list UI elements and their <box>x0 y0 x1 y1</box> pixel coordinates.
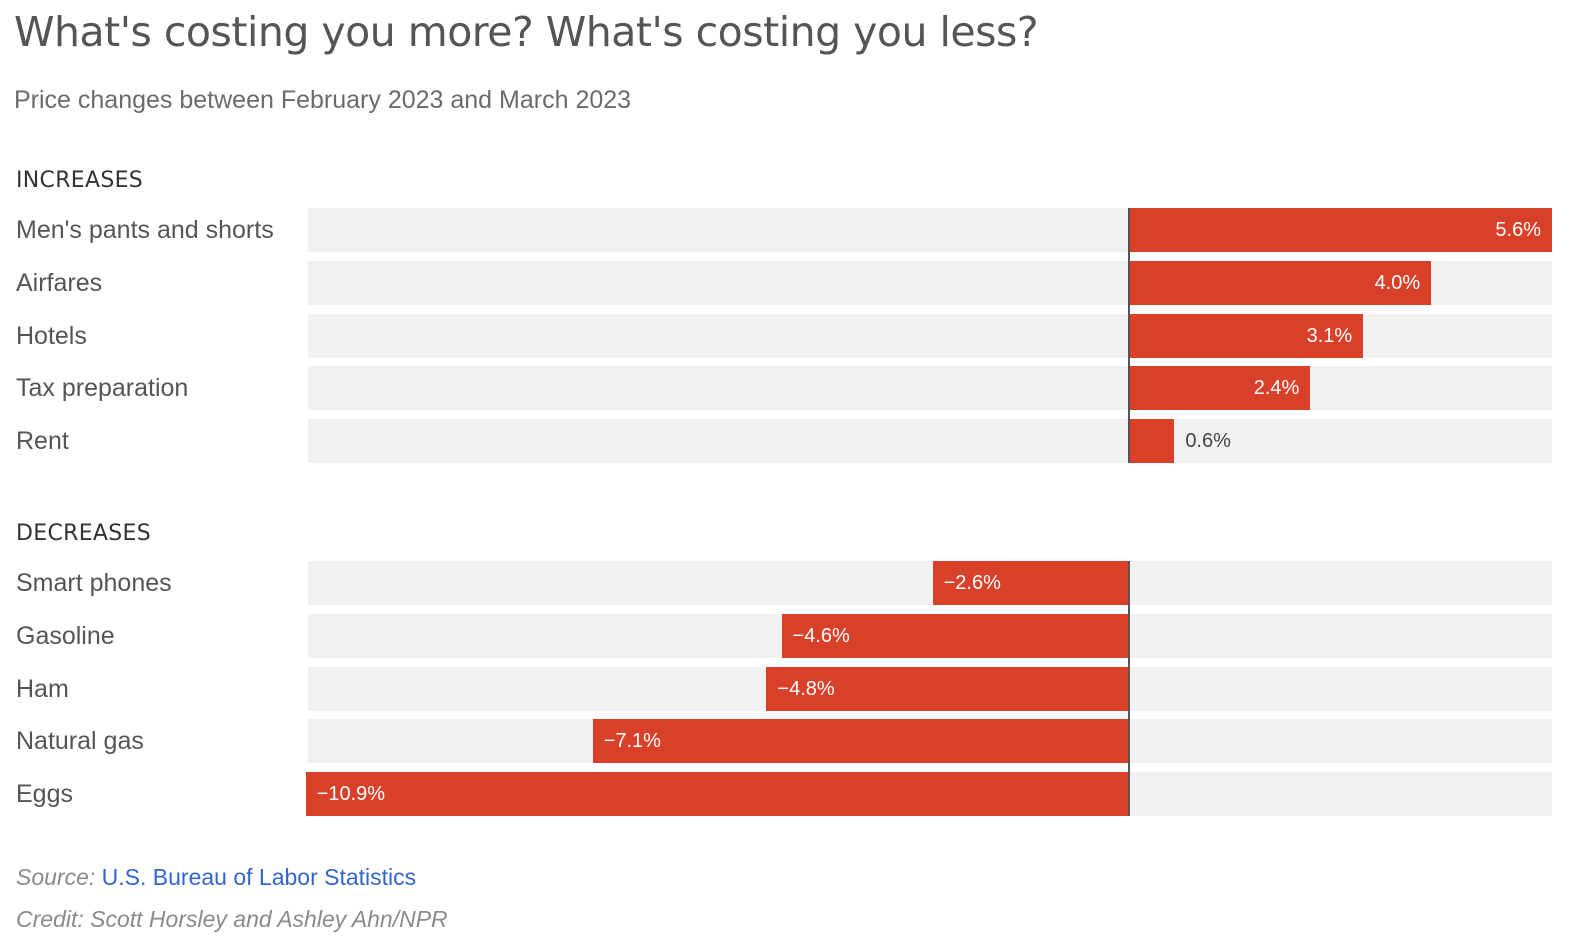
data-bar <box>1129 314 1364 358</box>
data-bar <box>1129 208 1552 252</box>
data-bar <box>1129 366 1311 410</box>
value-label: 4.0% <box>1374 272 1421 294</box>
category-label: Smart phones <box>16 569 172 597</box>
bar-track <box>308 419 1552 463</box>
source-label: Source: <box>16 864 96 890</box>
zero-baseline <box>1128 561 1130 816</box>
data-bar <box>305 772 1129 816</box>
data-bar <box>1129 261 1432 305</box>
value-label: −4.8% <box>777 678 835 700</box>
section-label-increases: INCREASES <box>16 168 144 193</box>
chart-title: What's costing you more? What's costing … <box>14 8 1039 56</box>
category-label: Tax preparation <box>16 374 189 402</box>
credit-line: Credit: Scott Horsley and Ashley Ahn/NPR <box>16 906 448 932</box>
bar-track <box>308 366 1552 410</box>
data-bar <box>592 719 1129 763</box>
category-label: Hotels <box>16 322 87 350</box>
data-bar <box>766 667 1129 711</box>
value-label: 0.6% <box>1185 430 1231 452</box>
section-label-decreases: DECREASES <box>16 521 151 546</box>
category-label: Men's pants and shorts <box>16 216 274 244</box>
value-label: −2.6% <box>943 572 1001 594</box>
source-line: Source: U.S. Bureau of Labor Statistics <box>16 864 416 891</box>
category-label: Ham <box>16 675 69 703</box>
category-label: Airfares <box>16 269 103 297</box>
zero-baseline <box>1128 208 1130 463</box>
value-label: 5.6% <box>1495 219 1541 241</box>
data-bar <box>1129 419 1175 463</box>
data-bar <box>781 614 1129 658</box>
category-label: Eggs <box>16 780 73 808</box>
value-label: 2.4% <box>1253 377 1300 399</box>
source-link[interactable]: U.S. Bureau of Labor Statistics <box>101 864 417 890</box>
value-label: −10.9% <box>316 783 386 805</box>
chart-subtitle: Price changes between February 2023 and … <box>14 86 632 114</box>
category-label: Rent <box>16 427 69 455</box>
value-label: 3.1% <box>1306 325 1353 347</box>
data-bar <box>932 561 1129 605</box>
bar-track <box>308 314 1552 358</box>
value-label: −4.6% <box>792 625 850 647</box>
bar-track <box>308 561 1552 605</box>
category-label: Gasoline <box>16 622 115 650</box>
value-label: −7.1% <box>603 730 661 752</box>
category-label: Natural gas <box>16 727 144 755</box>
